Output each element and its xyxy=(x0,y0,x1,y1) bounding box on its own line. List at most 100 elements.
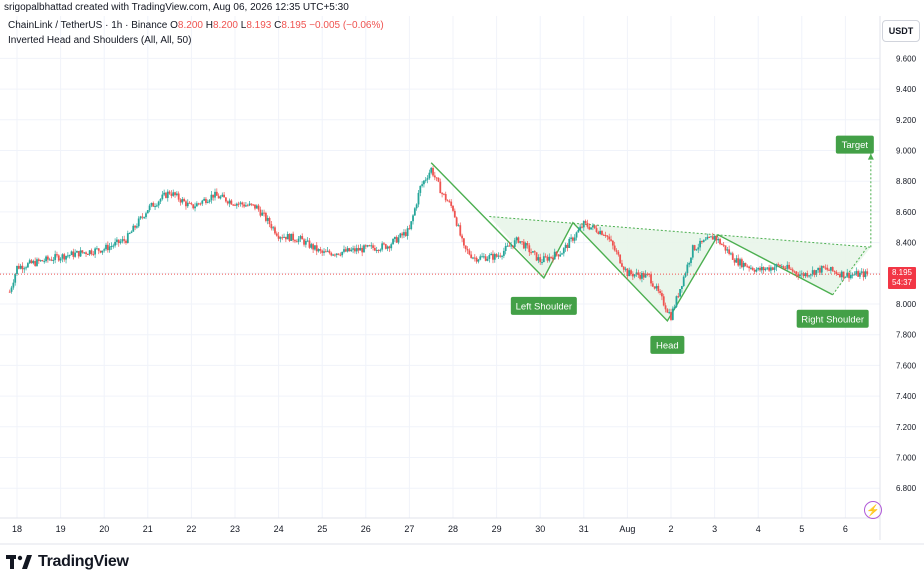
candle-body xyxy=(343,249,345,252)
candle-body xyxy=(742,262,745,268)
time-tick-label: 18 xyxy=(12,524,22,534)
candle-body xyxy=(239,202,242,204)
candle-body xyxy=(555,251,558,255)
currency-button[interactable]: USDT xyxy=(882,20,920,42)
pattern-outline[interactable] xyxy=(430,162,834,323)
candle-body xyxy=(210,194,213,201)
candle-body xyxy=(364,245,367,247)
candle-body xyxy=(720,244,723,246)
candle-body xyxy=(52,259,55,261)
time-tick-label: 5 xyxy=(799,524,804,534)
candle-body xyxy=(561,253,563,255)
candle-body xyxy=(10,287,13,292)
candle-body xyxy=(310,244,313,248)
candle-body xyxy=(492,253,494,260)
candle-body xyxy=(110,245,113,247)
candle-body xyxy=(79,250,82,257)
candle-body xyxy=(688,262,691,265)
candle-body xyxy=(297,238,300,242)
candle-body xyxy=(624,268,627,270)
candle-body xyxy=(137,218,140,227)
candle-body xyxy=(517,237,520,243)
candle-body xyxy=(606,235,609,237)
candle-body xyxy=(366,245,369,247)
candle-body xyxy=(715,235,718,241)
candle-body xyxy=(455,217,458,226)
candle-body xyxy=(824,267,827,269)
candle-body xyxy=(294,240,296,242)
candle-body xyxy=(332,254,334,256)
candle-body xyxy=(542,256,545,263)
candle-body xyxy=(691,245,694,258)
candle-body xyxy=(726,249,729,251)
candle-body xyxy=(757,267,760,270)
symbol-legend[interactable]: ChainLink / TetherUS · 1h · Binance O8.2… xyxy=(8,20,384,31)
candle-body xyxy=(145,213,147,218)
candle-body xyxy=(661,293,663,297)
candle-body xyxy=(121,239,124,242)
candle-body xyxy=(172,192,175,196)
candle-body xyxy=(831,266,834,271)
candle-body xyxy=(108,246,111,251)
candle-body xyxy=(622,266,625,270)
candle-body xyxy=(155,205,158,207)
candle-body xyxy=(604,235,607,237)
time-tick-label: Aug xyxy=(619,524,635,534)
candle-body xyxy=(642,273,645,278)
target-label: Target xyxy=(842,140,869,151)
last-price-badge: 8.195 54:37 xyxy=(888,267,916,289)
time-tick-label: 2 xyxy=(668,524,673,534)
candle-body xyxy=(655,285,658,289)
lightning-icon[interactable]: ⚡ xyxy=(864,501,882,519)
candle-body xyxy=(257,205,260,210)
candle-body xyxy=(66,255,69,257)
candle-body xyxy=(43,261,46,263)
candle-body xyxy=(790,268,792,270)
tradingview-logo[interactable]: TradingView xyxy=(6,550,129,574)
candle-body xyxy=(762,267,765,271)
price-tick-label: 9.400 xyxy=(896,85,917,94)
candle-body xyxy=(735,258,738,263)
candle-body xyxy=(851,274,854,276)
candle-body xyxy=(435,177,438,179)
candle-body xyxy=(584,221,587,223)
price-tick-label: 9.600 xyxy=(896,54,917,63)
candle-body xyxy=(215,191,218,196)
candle-body xyxy=(844,276,847,278)
candle-body xyxy=(363,245,365,253)
right-shoulder-label-box xyxy=(796,309,869,328)
candle-body xyxy=(664,305,667,310)
candle-body xyxy=(157,201,160,206)
candle-body xyxy=(230,200,233,205)
candle-body xyxy=(582,221,585,228)
candle-body xyxy=(481,256,483,258)
candle-body xyxy=(842,271,845,278)
candle-body xyxy=(601,230,603,235)
symbol-name[interactable]: ChainLink / TetherUS · 1h · Binance xyxy=(8,20,168,31)
candle-body xyxy=(784,268,787,270)
candle-body xyxy=(388,246,391,249)
candle-body xyxy=(243,204,245,207)
candle-body xyxy=(299,236,302,239)
candle-body xyxy=(348,248,351,252)
candle-body xyxy=(223,194,225,198)
candle-body xyxy=(101,250,104,253)
indicator-legend[interactable]: Inverted Head and Shoulders (All, All, 5… xyxy=(8,35,192,46)
time-tick-label: 23 xyxy=(230,524,240,534)
candle-body xyxy=(572,237,574,241)
candle-body xyxy=(541,262,543,264)
candle-body xyxy=(74,252,77,257)
candle-body xyxy=(631,273,634,277)
candle-body xyxy=(357,248,360,251)
candle-body xyxy=(56,254,58,256)
candle-body xyxy=(330,253,333,256)
candle-body xyxy=(245,205,247,207)
candle-body xyxy=(234,204,236,206)
time-axis[interactable]: 18 19 20 21 22 23 24 25 26 27 28 29 30 31 Aug 2 3 4 5 6 xyxy=(12,524,848,534)
candle-body xyxy=(479,256,482,260)
candle-body xyxy=(433,175,436,178)
candle-body xyxy=(59,258,62,261)
head-shoulders-pattern[interactable] xyxy=(430,153,874,323)
time-tick-label: 22 xyxy=(186,524,196,534)
